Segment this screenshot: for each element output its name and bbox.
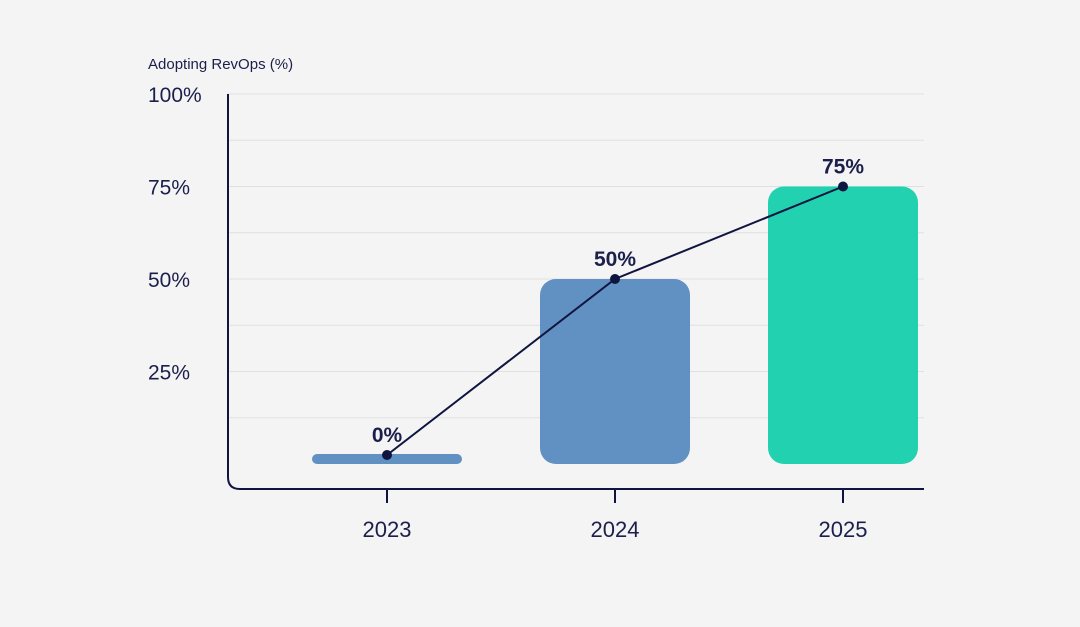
data-label-2025: 75% (822, 156, 864, 179)
x-tick-label-2023: 2023 (363, 517, 412, 542)
trend-line (382, 181, 848, 460)
data-labels: 0% 50% 75% (372, 156, 865, 448)
data-label-2023: 0% (372, 424, 403, 447)
bar-2024 (540, 279, 690, 464)
axes (227, 94, 924, 490)
trend-point-2024 (610, 274, 620, 284)
y-tick-label: 25% (148, 362, 190, 385)
data-label-2024: 50% (594, 248, 636, 271)
x-tick-label-2025: 2025 (819, 517, 868, 542)
y-axis-label: Adopting RevOps (%) (148, 56, 293, 73)
x-axis-ticks: 2023 2024 2025 (363, 489, 868, 542)
y-tick-label: 75% (148, 177, 190, 200)
axis-lines (227, 94, 924, 490)
trend-point-2025 (838, 181, 848, 192)
trend-point-2023 (382, 450, 392, 460)
x-tick-label-2024: 2024 (591, 517, 640, 542)
y-tick-label: 50% (148, 269, 190, 292)
y-axis-ticks: 25% 50% 75% 100% (148, 84, 202, 385)
bar-2025 (768, 186, 918, 464)
y-tick-label: 100% (148, 84, 202, 107)
bars (312, 186, 918, 464)
